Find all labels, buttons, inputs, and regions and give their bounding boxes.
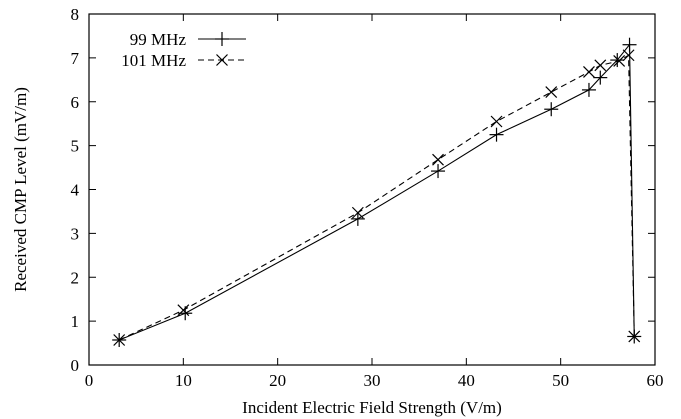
data-point-99-mhz: [610, 53, 625, 68]
marker-stroke: [622, 49, 635, 62]
x-tick-label: 20: [269, 371, 286, 390]
data-point-101-mhz: [432, 153, 444, 166]
y-axis-label: Received CMP Level (mV/m): [11, 87, 30, 292]
y-tick-label: 5: [71, 137, 80, 156]
y-tick-label: 0: [71, 356, 80, 375]
series-line-101-mhz: [118, 54, 635, 341]
data-point-101-mhz: [113, 334, 126, 346]
y-tick-label: 6: [71, 93, 80, 112]
marker-stroke: [583, 65, 595, 78]
marker-stroke: [594, 59, 607, 72]
y-tick-label: 1: [71, 312, 80, 331]
marker-stroke: [613, 55, 626, 67]
data-point-101-mhz: [490, 115, 503, 128]
x-axis-label: Incident Electric Field Strength (V/m): [242, 398, 502, 417]
y-tick-label: 8: [71, 5, 80, 24]
y-tick-label: 3: [71, 224, 80, 243]
legend-label-101-mhz: 101 MHz: [121, 51, 186, 70]
legend-marker-99-mhz: [215, 32, 229, 46]
data-point-101-mhz: [622, 49, 635, 62]
y-tick-label: 4: [71, 181, 80, 200]
data-point-101-mhz: [177, 304, 190, 317]
x-axis: 0 10 20 30 40 50 60: [85, 14, 664, 390]
y-tick-label: 2: [71, 268, 80, 287]
y-tick-label: 7: [71, 49, 80, 68]
x-tick-label: 0: [85, 371, 94, 390]
marker-stroke: [490, 115, 503, 128]
y-axis: 0 1 2 3 4 5 6 7 8: [71, 5, 655, 375]
plot-area: 0 10 20 30 40 50 60 0 1 2 3 4 5 6 7 8: [71, 5, 664, 390]
legend-label-99-mhz: 99 MHz: [130, 30, 187, 49]
data-point-99-mhz: [622, 37, 637, 52]
marker-stroke: [216, 54, 228, 66]
x-tick-label: 50: [552, 371, 569, 390]
legend-marker-101-mhz: [216, 54, 228, 66]
data-point-99-mhz: [489, 127, 504, 142]
x-tick-label: 10: [175, 371, 192, 390]
marker-stroke: [351, 206, 364, 219]
data-point-99-mhz: [350, 211, 365, 226]
marker-stroke: [113, 334, 126, 346]
data-point-99-mhz: [544, 102, 559, 117]
series-layer: [112, 37, 642, 347]
legend: 99 MHz 101 MHz: [121, 30, 246, 70]
marker-stroke: [545, 86, 558, 99]
marker-stroke: [628, 330, 641, 343]
data-point-101-mhz: [628, 330, 641, 343]
data-point-99-mhz: [431, 164, 446, 179]
data-point-101-mhz: [613, 55, 626, 67]
x-tick-label: 60: [647, 371, 664, 390]
x-tick-label: 30: [364, 371, 381, 390]
marker-stroke: [177, 304, 190, 317]
data-point-99-mhz: [593, 70, 608, 85]
data-point-99-mhz: [581, 82, 596, 97]
data-point-101-mhz: [545, 86, 558, 99]
x-tick-label: 40: [458, 371, 475, 390]
data-point-101-mhz: [351, 206, 364, 219]
data-point-101-mhz: [594, 59, 607, 72]
marker-stroke: [432, 153, 444, 166]
data-point-101-mhz: [583, 65, 595, 78]
